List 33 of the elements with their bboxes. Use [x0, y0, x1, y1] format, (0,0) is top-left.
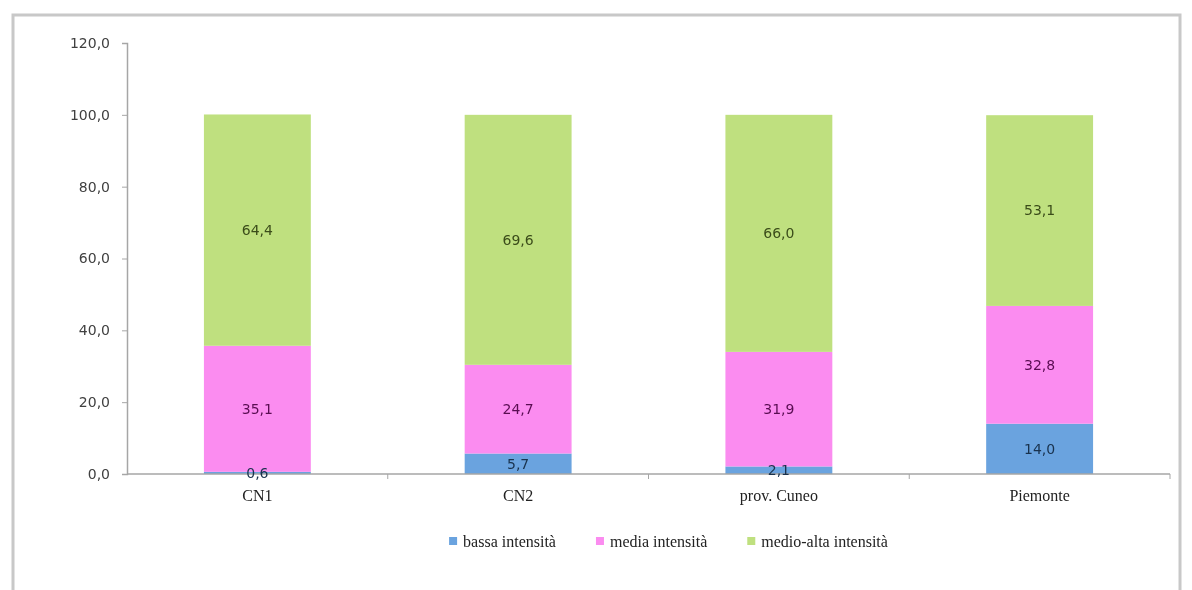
x-tick-label: Piemonte	[1009, 487, 1070, 504]
y-tick-label: 100,0	[69, 106, 110, 123]
legend-label: media intensità	[609, 532, 708, 550]
data-label: 69,6	[502, 231, 534, 248]
x-tick-label: CN1	[242, 487, 273, 504]
y-tick-label: 20,0	[78, 394, 110, 411]
x-tick-label: CN2	[503, 487, 534, 504]
data-label: 31,9	[763, 401, 795, 418]
data-label: 32,8	[1024, 356, 1056, 373]
data-label: 24,7	[502, 401, 534, 418]
y-tick-label: 60,0	[78, 250, 110, 267]
data-label: 2,1	[767, 462, 791, 479]
x-tick-label: prov. Cuneo	[739, 487, 818, 505]
bar	[464, 364, 572, 454]
y-tick-label: 120,0	[69, 34, 110, 51]
data-label: 14,0	[1024, 440, 1056, 457]
data-label: 66,0	[763, 225, 795, 242]
bar	[464, 114, 572, 365]
bar	[203, 114, 311, 346]
bar	[986, 115, 1094, 306]
legend-label: bassa intensità	[463, 532, 556, 550]
y-tick-label: 40,0	[78, 322, 110, 339]
data-label: 64,4	[241, 222, 274, 239]
data-label: 5,7	[506, 455, 530, 472]
bar	[725, 351, 833, 467]
y-tick-label: 80,0	[78, 178, 110, 195]
data-label: 35,1	[241, 400, 273, 417]
bar	[725, 114, 833, 352]
bar	[986, 423, 1094, 474]
legend-label: medio-alta intensità	[761, 532, 888, 550]
y-tick-label: 0,0	[87, 465, 110, 482]
bar	[986, 305, 1094, 424]
data-label: 53,1	[1024, 202, 1056, 219]
